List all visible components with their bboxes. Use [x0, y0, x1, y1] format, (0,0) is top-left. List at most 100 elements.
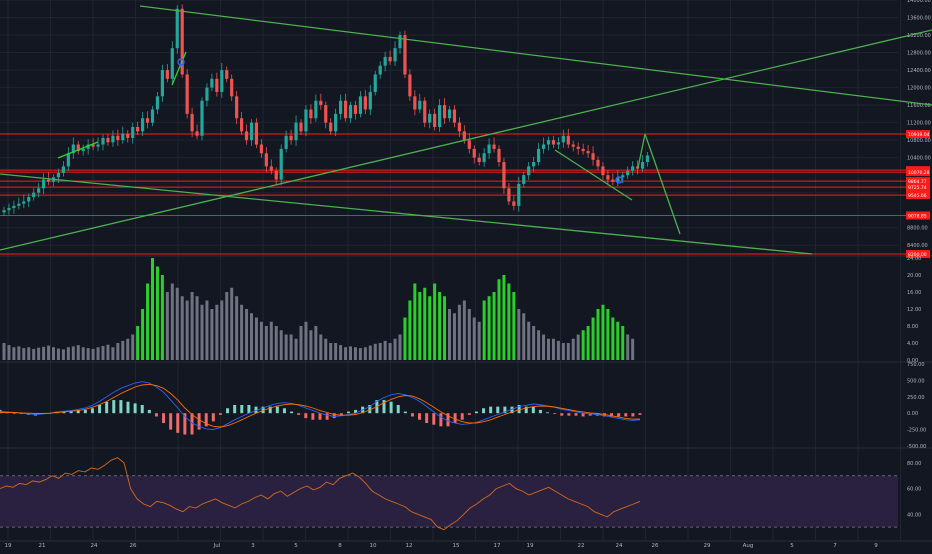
candle-body[interactable] [596, 159, 600, 167]
volume-bar[interactable] [190, 292, 194, 360]
volume-bar[interactable] [250, 313, 253, 360]
candle-body[interactable] [180, 8, 184, 75]
candle-body[interactable] [581, 148, 585, 152]
candle-body[interactable] [12, 205, 16, 209]
candle-body[interactable] [601, 166, 605, 176]
volume-bar[interactable] [240, 304, 244, 360]
candle-body[interactable] [294, 122, 298, 141]
volume-bar[interactable] [101, 345, 105, 360]
candle-body[interactable] [566, 135, 570, 145]
volume-bar[interactable] [32, 348, 36, 360]
candle-body[interactable] [591, 153, 595, 160]
candle-body[interactable] [556, 142, 560, 145]
volume-bar[interactable] [344, 347, 348, 360]
candle-body[interactable] [423, 100, 427, 123]
candle-body[interactable] [576, 146, 580, 149]
candle-body[interactable] [254, 122, 259, 145]
volume-bar[interactable] [324, 338, 328, 360]
volume-bar[interactable] [235, 296, 239, 360]
candle-body[interactable] [56, 172, 61, 178]
candle-body[interactable] [517, 183, 521, 206]
volume-bar[interactable] [358, 348, 362, 360]
candle-body[interactable] [269, 166, 273, 171]
candle-body[interactable] [428, 113, 432, 123]
trend-line[interactable] [57, 141, 99, 159]
volume-bar[interactable] [225, 292, 229, 360]
volume-bar[interactable] [22, 348, 26, 360]
candle-body[interactable] [37, 188, 41, 193]
candle-body[interactable] [343, 100, 348, 119]
candle-body[interactable] [101, 137, 105, 145]
volume-bar[interactable] [576, 334, 580, 361]
volume-bar[interactable] [438, 292, 442, 360]
candle-body[interactable] [299, 122, 303, 132]
volume-bar[interactable] [210, 309, 214, 360]
candle-body[interactable] [200, 100, 204, 136]
candle-body[interactable] [66, 153, 70, 167]
volume-bar[interactable] [215, 304, 219, 360]
candle-body[interactable] [131, 127, 135, 138]
candle-body[interactable] [71, 144, 75, 154]
volume-bar[interactable] [477, 321, 481, 360]
candle-body[interactable] [160, 70, 164, 97]
volume-bar[interactable] [373, 343, 377, 360]
volume-bar[interactable] [279, 330, 283, 360]
volume-bar[interactable] [542, 334, 546, 361]
candle-body[interactable] [220, 70, 224, 92]
candle-body[interactable] [145, 118, 150, 123]
volume-bar[interactable] [264, 326, 268, 360]
volume-bar[interactable] [151, 258, 154, 360]
candle-body[interactable] [7, 208, 11, 211]
volume-bar[interactable] [136, 326, 140, 360]
candle-body[interactable] [225, 70, 229, 79]
candle-body[interactable] [22, 201, 26, 204]
candle-body[interactable] [244, 131, 249, 141]
candle-body[interactable] [616, 177, 620, 182]
volume-pane[interactable]: 24.00 20.00 16.00 12.00 8.00 4.00 0.00 [2, 256, 922, 364]
candle-body[interactable] [527, 166, 531, 176]
volume-bar[interactable] [2, 343, 6, 360]
volume-bar[interactable] [37, 347, 41, 360]
candle-body[interactable] [185, 74, 189, 114]
candle-body[interactable] [170, 48, 174, 79]
volume-bar[interactable] [17, 346, 21, 360]
trend-line[interactable] [171, 51, 187, 86]
volume-bar[interactable] [418, 292, 422, 360]
volume-bar[interactable] [205, 300, 209, 361]
candle-body[interactable] [61, 166, 65, 173]
candle-body[interactable] [111, 135, 115, 143]
macd-line[interactable] [0, 381, 641, 431]
volume-bar[interactable] [220, 300, 224, 361]
volume-bar[interactable] [76, 345, 80, 360]
candle-body[interactable] [621, 175, 625, 178]
volume-bar[interactable] [462, 300, 466, 361]
volume-bar[interactable] [106, 344, 110, 360]
volume-bar[interactable] [165, 292, 169, 360]
volume-bar[interactable] [527, 321, 531, 360]
candle-body[interactable] [353, 105, 358, 114]
volume-bar[interactable] [12, 347, 16, 360]
candle-body[interactable] [205, 87, 209, 101]
rsi-line[interactable] [0, 457, 641, 531]
volume-bar[interactable] [131, 334, 135, 361]
candle-body[interactable] [96, 144, 100, 147]
volume-bar[interactable] [393, 338, 397, 360]
volume-bar[interactable] [245, 309, 249, 360]
volume-bar[interactable] [626, 334, 630, 361]
volume-bar[interactable] [502, 275, 506, 360]
macd-signal-line[interactable] [0, 383, 640, 428]
candle-body[interactable] [230, 78, 234, 97]
candle-body[interactable] [462, 131, 466, 141]
volume-bar[interactable] [586, 326, 590, 360]
candle-body[interactable] [210, 78, 214, 88]
volume-bar[interactable] [96, 347, 100, 360]
volume-bar[interactable] [121, 340, 125, 360]
candle-body[interactable] [452, 109, 457, 123]
volume-bar[interactable] [91, 348, 95, 360]
candle-body[interactable] [522, 175, 526, 184]
candle-body[interactable] [477, 157, 481, 163]
volume-bar[interactable] [596, 309, 600, 360]
candle-body[interactable] [378, 65, 382, 75]
trend-line[interactable] [644, 133, 681, 235]
